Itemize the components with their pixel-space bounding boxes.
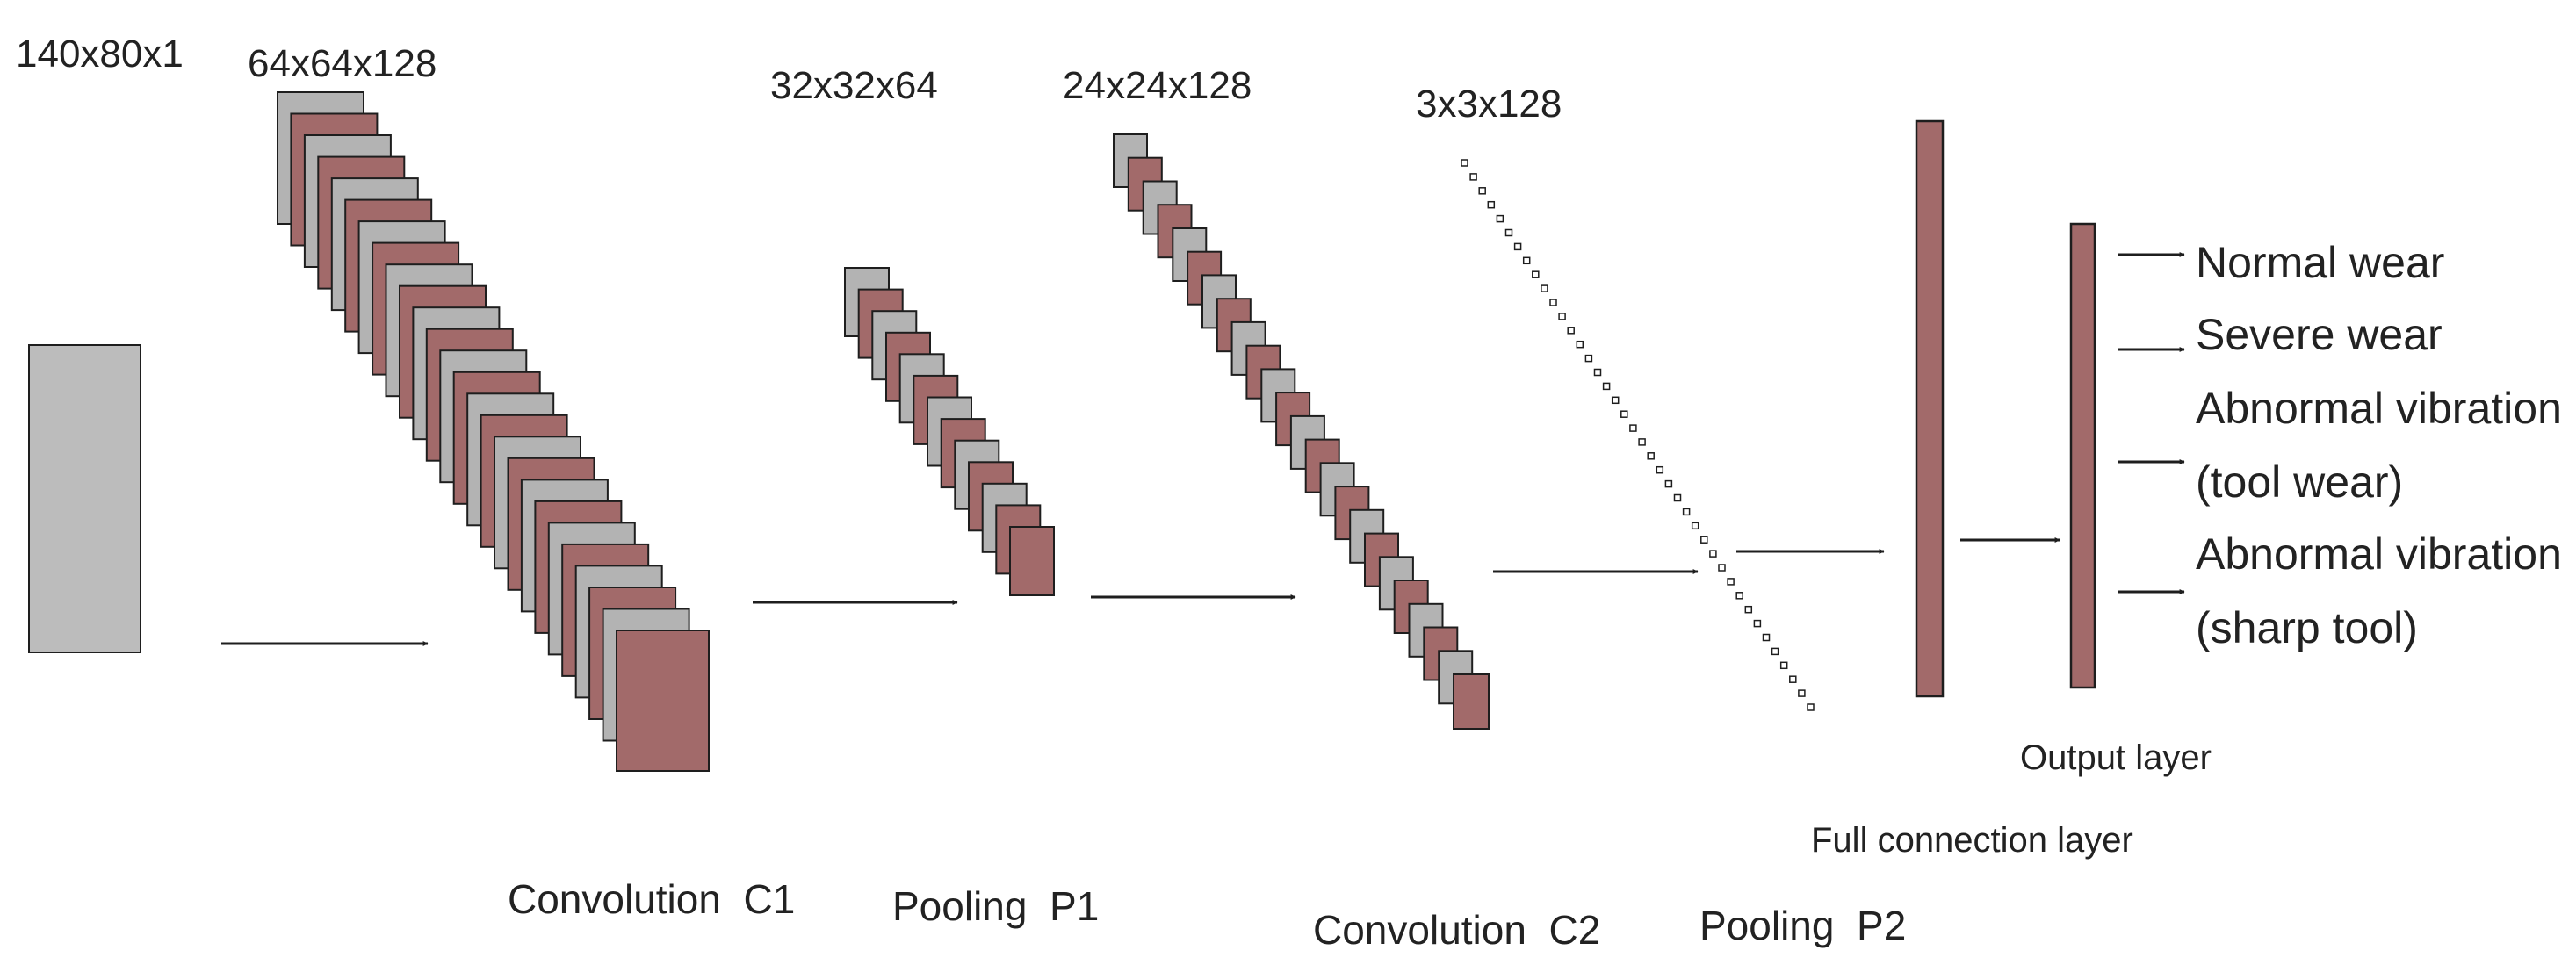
pool2-map-30	[1718, 564, 1726, 572]
pool2-map-8	[1522, 256, 1531, 265]
input-dim-label: 140x80x1	[16, 32, 184, 76]
pool2-map-35	[1762, 633, 1771, 642]
conv1-feature-maps	[277, 91, 710, 772]
pool2-map-24	[1664, 479, 1673, 488]
output-class-abnormal-vibration-tool-wear: Abnormal vibration	[2196, 384, 2562, 433]
pool2-map-20	[1629, 424, 1637, 432]
pool2-map-27	[1691, 522, 1699, 530]
pool2-stage-label: Pooling P2	[1699, 903, 1906, 948]
pool2-map-36	[1771, 647, 1779, 656]
pool2-map-15	[1584, 354, 1593, 363]
pool2-map-5	[1496, 214, 1504, 223]
pool2-dim-label: 3x3x128	[1416, 83, 1562, 126]
pool2-map-1	[1461, 159, 1468, 167]
pool2-map-40	[1807, 703, 1815, 711]
pool2-map-19	[1620, 410, 1628, 418]
pool2-map-14	[1576, 340, 1584, 349]
output-class-abnormal-vibration-sharp-tool-line2: (sharp tool)	[2196, 603, 2418, 652]
conv1-dim-label: 64x64x128	[248, 42, 437, 85]
pool2-map-11	[1549, 299, 1557, 306]
output-layer-bar	[2069, 222, 2096, 689]
pool2-map-2	[1469, 173, 1477, 181]
pool2-feature-maps	[1461, 159, 1815, 711]
pool2-map-28	[1700, 536, 1708, 544]
pool1-stage-label: Pooling P1	[892, 883, 1099, 929]
pool2-map-37	[1779, 661, 1788, 670]
pool2-map-12	[1558, 313, 1566, 320]
pool2-map-3	[1478, 187, 1486, 195]
input-block	[28, 344, 141, 653]
pool2-map-33	[1744, 605, 1753, 614]
pool2-map-13	[1567, 327, 1575, 335]
pool2-map-34	[1753, 619, 1762, 628]
pool2-map-9	[1532, 270, 1540, 278]
conv2-map-24	[1453, 673, 1490, 730]
pool2-map-38	[1789, 675, 1797, 683]
conv1-stage-label: Convolution C1	[508, 876, 795, 922]
conv2-dim-label: 24x24x128	[1063, 64, 1252, 107]
pool1-feature-maps	[844, 267, 1055, 596]
pool2-map-18	[1611, 396, 1620, 405]
pool1-map-13	[1009, 526, 1055, 596]
conv2-stage-label: Convolution C2	[1313, 907, 1600, 953]
pool2-map-16	[1593, 368, 1602, 377]
pool2-map-6	[1504, 228, 1513, 237]
pool2-map-25	[1673, 493, 1682, 502]
pool2-map-4	[1487, 200, 1496, 209]
conv1-map-26	[616, 630, 710, 772]
pool2-map-39	[1798, 689, 1806, 697]
pool2-map-7	[1513, 242, 1522, 251]
pool2-map-22	[1647, 452, 1655, 460]
full-connection-layer-bar	[1915, 119, 1945, 698]
pool2-map-17	[1602, 382, 1611, 391]
pool2-map-21	[1638, 438, 1646, 446]
output-layer-label: Output layer	[2020, 738, 2212, 777]
pool1-dim-label: 32x32x64	[770, 64, 938, 107]
output-class-abnormal-vibration-tool-wear-line2: (tool wear)	[2196, 457, 2403, 507]
pool2-map-23	[1656, 465, 1664, 474]
pool2-map-31	[1727, 578, 1735, 586]
output-class-severe-wear: Severe wear	[2196, 310, 2443, 359]
conv2-feature-maps	[1113, 133, 1490, 730]
full-connection-layer-label: Full connection layer	[1811, 821, 2133, 860]
pool2-map-29	[1709, 550, 1717, 558]
output-class-normal-wear: Normal wear	[2196, 238, 2444, 287]
pool2-map-32	[1735, 592, 1743, 600]
input-image	[28, 344, 141, 653]
output-class-abnormal-vibration-sharp-tool: Abnormal vibration	[2196, 529, 2562, 579]
pool2-map-10	[1541, 284, 1548, 292]
pool2-map-26	[1682, 508, 1691, 516]
